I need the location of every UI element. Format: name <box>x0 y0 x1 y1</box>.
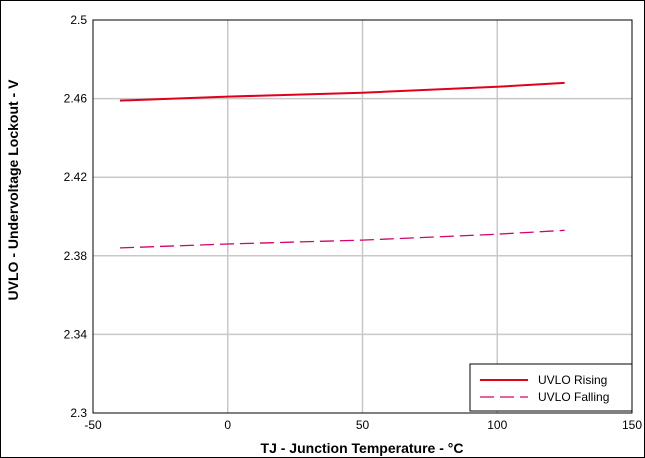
series-lines <box>119 81 565 249</box>
legend-label-uvlo-rising: UVLO Rising <box>538 373 607 387</box>
series-line-uvlo-falling <box>119 229 565 249</box>
y-tick-label: 2.5 <box>70 13 87 27</box>
x-tick-label: 150 <box>622 418 642 432</box>
legend-box <box>469 363 633 412</box>
legend-label-uvlo-falling: UVLO Falling <box>538 390 609 404</box>
x-tick-label: 0 <box>224 418 231 432</box>
grid <box>93 20 632 413</box>
legend: UVLO Rising UVLO Falling <box>469 363 633 412</box>
y-tick-label: 2.38 <box>64 249 88 263</box>
x-tick-label: 50 <box>356 418 370 432</box>
y-tick-label: 2.3 <box>70 406 87 420</box>
series-line-uvlo-rising <box>119 81 565 102</box>
y-tick-labels: 2.3 2.34 2.38 2.42 2.46 2.5 <box>64 13 88 420</box>
x-tick-label: 100 <box>487 418 507 432</box>
x-tick-labels: -50 0 50 100 150 <box>84 418 642 432</box>
x-axis-title: TJ - Junction Temperature - °C <box>261 440 464 456</box>
y-tick-label: 2.34 <box>64 327 88 341</box>
y-axis-title: UVLO - Undervoltage Lockout - V <box>5 79 21 301</box>
y-tick-label: 2.42 <box>64 170 88 184</box>
plot-area <box>92 19 633 414</box>
y-tick-label: 2.46 <box>64 92 88 106</box>
x-tick-label: -50 <box>84 418 102 432</box>
